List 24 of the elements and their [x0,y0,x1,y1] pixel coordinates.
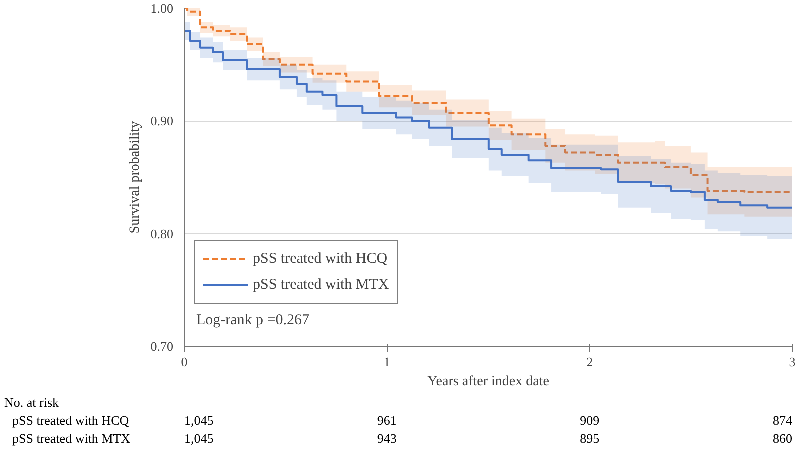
legend-label: pSS treated with MTX [253,276,390,294]
text: 1,045 [184,431,214,446]
legend-label: pSS treated with HCQ [253,250,388,268]
y-tick-label: 0.80 [150,226,174,242]
text: 943 [377,431,397,446]
y-axis-title: Survival probability [128,121,143,234]
text: No. at risk [4,395,60,410]
x-axis-title: Years after index date [428,374,550,390]
x-tick-label: 1 [384,354,390,370]
text: 874 [773,413,793,428]
text: 1,045 [184,413,214,428]
text: 860 [773,431,792,446]
text: pSS treated with HCQ [12,413,130,428]
annotation: Log-rank p =0.267 [196,312,310,329]
y-tick-label: 0.90 [150,114,174,129]
text: 909 [580,413,600,428]
text: pSS treated with MTX [12,431,132,446]
y-tick-label: 1.00 [150,1,174,16]
x-tick-label: 3 [789,354,796,370]
text: 895 [580,431,600,446]
x-tick-label: 0 [181,354,188,370]
y-tick-label: 0.70 [150,339,174,354]
x-tick-label: 2 [586,354,594,370]
text: 961 [377,413,397,428]
